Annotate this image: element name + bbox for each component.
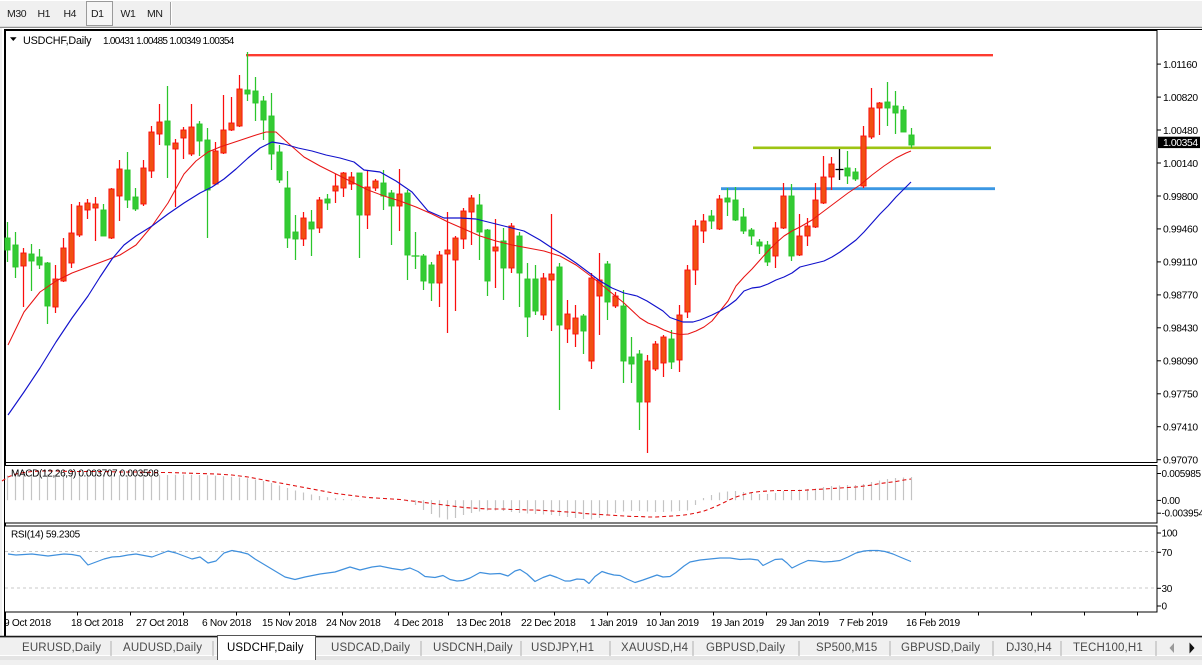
svg-text:H1: H1 xyxy=(38,8,51,20)
svg-text:0.97750: 0.97750 xyxy=(1163,390,1198,401)
svg-text:0.98770: 0.98770 xyxy=(1163,291,1198,302)
svg-text:USDJPY,H1: USDJPY,H1 xyxy=(531,642,594,654)
svg-text:-0.003954: -0.003954 xyxy=(1162,509,1202,520)
svg-text:15 Nov 2018: 15 Nov 2018 xyxy=(262,618,317,629)
svg-text:18 Oct 2018: 18 Oct 2018 xyxy=(71,618,124,629)
svg-text:XAUUSD,H4: XAUUSD,H4 xyxy=(621,642,689,654)
svg-text:30: 30 xyxy=(1162,584,1173,595)
svg-text:AUDUSD,Daily: AUDUSD,Daily xyxy=(123,642,202,654)
svg-text:0: 0 xyxy=(1162,602,1168,613)
svg-text:29 Jan 2019: 29 Jan 2019 xyxy=(776,618,829,629)
svg-text:70: 70 xyxy=(1162,548,1173,559)
svg-text:1.00431 1.00485 1.00349 1.0035: 1.00431 1.00485 1.00349 1.00354 xyxy=(103,36,235,47)
svg-text:0.97410: 0.97410 xyxy=(1163,423,1198,434)
svg-text:USDCHF,Daily: USDCHF,Daily xyxy=(23,35,92,47)
svg-text:MACD(12,26,9) 0.003707 0.00350: MACD(12,26,9) 0.003707 0.003508 xyxy=(11,469,159,480)
svg-text:DJ30,H4: DJ30,H4 xyxy=(1006,642,1052,654)
svg-text:1.00820: 1.00820 xyxy=(1163,93,1198,104)
svg-text:13 Dec 2018: 13 Dec 2018 xyxy=(456,618,511,629)
svg-text:1.01160: 1.01160 xyxy=(1163,60,1198,71)
svg-text:0.97070: 0.97070 xyxy=(1163,456,1198,467)
svg-text:USDCHF,Daily: USDCHF,Daily xyxy=(227,642,304,654)
svg-text:10 Jan 2019: 10 Jan 2019 xyxy=(646,618,699,629)
svg-text:USDCAD,Daily: USDCAD,Daily xyxy=(331,642,410,654)
svg-text:1 Jan 2019: 1 Jan 2019 xyxy=(590,618,638,629)
svg-text:1.00354: 1.00354 xyxy=(1163,138,1198,149)
svg-text:RSI(14) 59.2305: RSI(14) 59.2305 xyxy=(11,530,81,541)
svg-text:7 Feb 2019: 7 Feb 2019 xyxy=(839,618,888,629)
svg-text:4 Dec 2018: 4 Dec 2018 xyxy=(394,618,444,629)
svg-text:H4: H4 xyxy=(64,8,77,20)
svg-text:0.98430: 0.98430 xyxy=(1163,324,1198,335)
svg-text:100: 100 xyxy=(1162,529,1179,540)
svg-text:22 Dec 2018: 22 Dec 2018 xyxy=(521,618,576,629)
svg-text:0.99110: 0.99110 xyxy=(1163,258,1198,269)
svg-text:D1: D1 xyxy=(91,8,104,20)
svg-text:9 Oct 2018: 9 Oct 2018 xyxy=(4,618,51,629)
svg-text:SP500,M15: SP500,M15 xyxy=(816,642,877,654)
svg-text:0.99800: 0.99800 xyxy=(1163,192,1198,203)
svg-text:W1: W1 xyxy=(121,8,137,20)
svg-text:27 Oct 2018: 27 Oct 2018 xyxy=(136,618,189,629)
svg-text:19 Jan 2019: 19 Jan 2019 xyxy=(711,618,764,629)
svg-text:M30: M30 xyxy=(7,8,27,20)
svg-text:GBPUSD,Daily: GBPUSD,Daily xyxy=(706,642,785,654)
svg-text:1.00480: 1.00480 xyxy=(1163,126,1198,137)
svg-text:1.00140: 1.00140 xyxy=(1163,159,1198,170)
svg-text:24 Nov 2018: 24 Nov 2018 xyxy=(326,618,381,629)
svg-text:6 Nov 2018: 6 Nov 2018 xyxy=(202,618,252,629)
svg-text:USDCNH,Daily: USDCNH,Daily xyxy=(433,642,513,654)
svg-text:EURUSD,Daily: EURUSD,Daily xyxy=(22,642,101,654)
svg-text:0.98090: 0.98090 xyxy=(1163,357,1198,368)
svg-text:MN: MN xyxy=(147,8,163,20)
svg-text:0.99460: 0.99460 xyxy=(1163,225,1198,236)
svg-text:16 Feb 2019: 16 Feb 2019 xyxy=(906,618,961,629)
svg-text:TECH100,H1: TECH100,H1 xyxy=(1073,642,1143,654)
svg-text:GBPUSD,Daily: GBPUSD,Daily xyxy=(901,642,980,654)
svg-text:0.00: 0.00 xyxy=(1162,496,1181,507)
svg-text:0.005985: 0.005985 xyxy=(1162,469,1202,480)
